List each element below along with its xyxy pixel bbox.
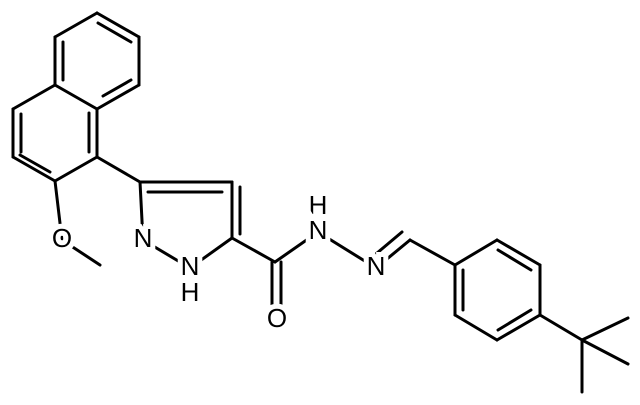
bond bbox=[316, 230, 378, 270]
bond bbox=[60, 238, 102, 267]
bond bbox=[138, 180, 145, 242]
bond bbox=[368, 230, 404, 261]
bond bbox=[53, 155, 99, 183]
bonds bbox=[11, 11, 630, 394]
atom-label: N bbox=[309, 215, 328, 245]
bond bbox=[538, 313, 584, 342]
bond bbox=[11, 155, 57, 183]
bond bbox=[188, 236, 234, 270]
bond bbox=[141, 238, 192, 270]
bond bbox=[230, 236, 277, 264]
atom-label: O bbox=[52, 223, 72, 253]
bond bbox=[95, 11, 141, 39]
bond bbox=[53, 11, 99, 39]
bond bbox=[580, 316, 630, 342]
bond bbox=[453, 313, 499, 342]
bond bbox=[101, 78, 133, 98]
atom-labels: O N N H H N N O bbox=[47, 185, 391, 338]
atom-label: N bbox=[367, 251, 386, 281]
atom-label: H bbox=[181, 277, 200, 307]
bond bbox=[273, 230, 320, 264]
bond bbox=[95, 83, 141, 111]
bond bbox=[374, 238, 412, 270]
bond bbox=[18, 153, 52, 174]
atom-label: O bbox=[267, 303, 287, 333]
bond bbox=[53, 179, 64, 242]
bond bbox=[11, 83, 57, 111]
bond bbox=[495, 238, 542, 267]
bond bbox=[496, 308, 533, 332]
atom-label: N bbox=[134, 223, 153, 253]
bond bbox=[95, 155, 142, 184]
bond bbox=[96, 21, 133, 44]
bond bbox=[495, 313, 542, 342]
bond bbox=[53, 83, 99, 111]
bond bbox=[496, 248, 533, 272]
bond bbox=[580, 338, 630, 366]
bond bbox=[408, 238, 457, 267]
bond bbox=[453, 238, 499, 267]
